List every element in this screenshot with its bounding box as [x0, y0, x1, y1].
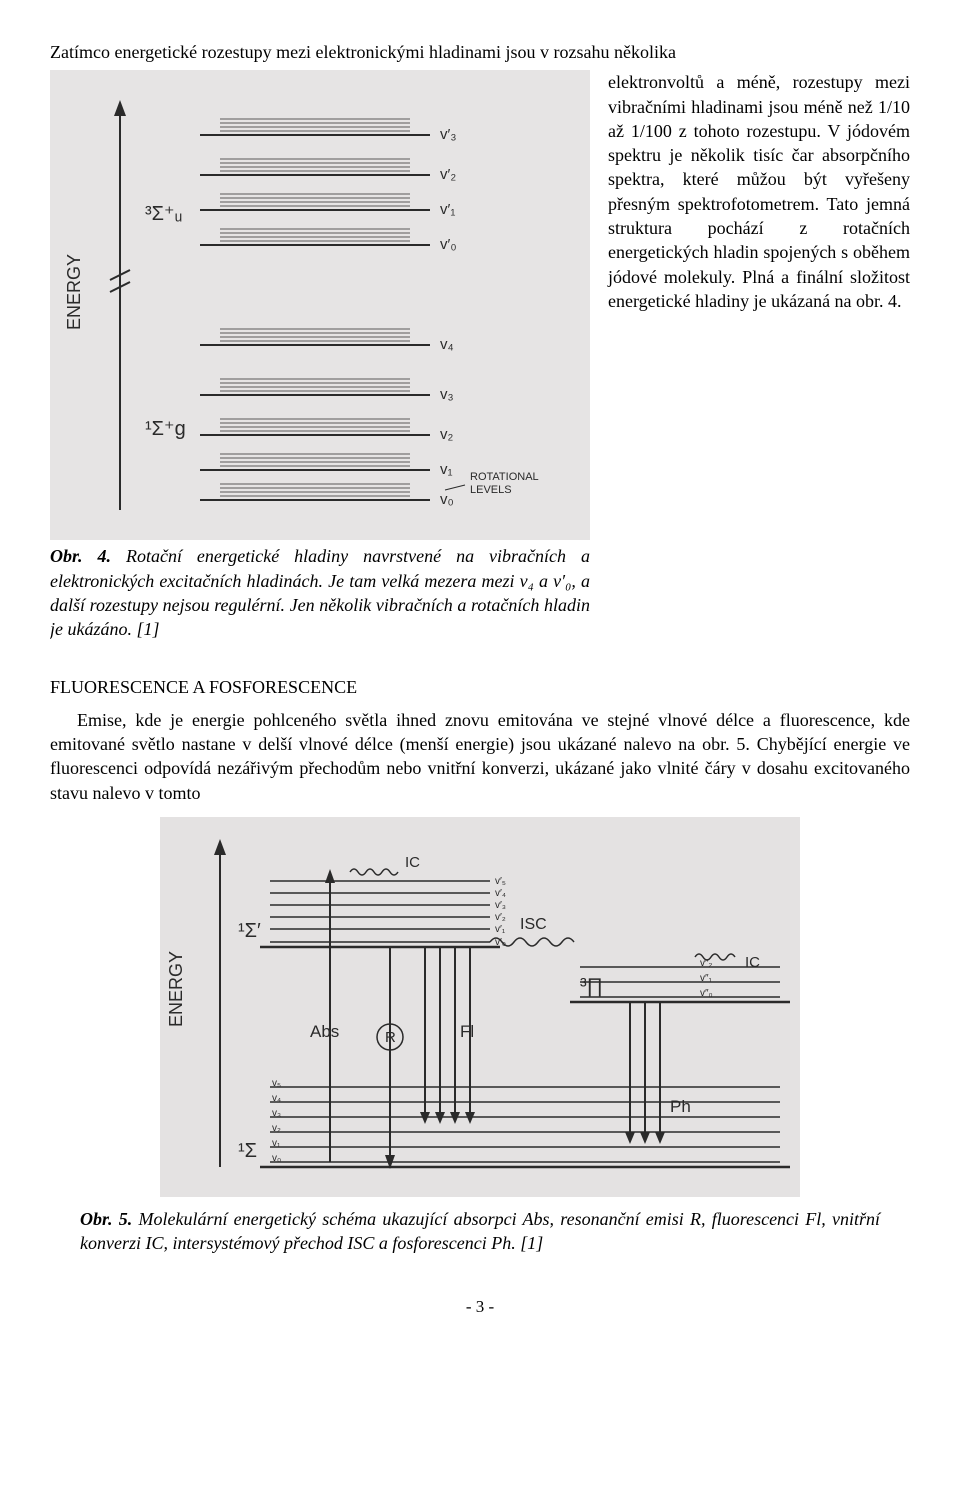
fig5-s1-label: ¹Σ′ [238, 920, 261, 942]
fig4-lower-state: ¹Σ⁺g [145, 418, 186, 440]
svg-text:v′₃: v′₃ [440, 126, 456, 143]
right-column-text: elektronvoltů a méně, rozestupy mezi vib… [608, 72, 910, 311]
section-heading: FLUORESCENCE A FOSFORESCENCE [50, 675, 910, 699]
svg-text:v′₃: v′₃ [495, 900, 506, 911]
svg-text:v′₄: v′₄ [495, 888, 506, 899]
fig5-fl: Fl [460, 1022, 474, 1041]
fig5-s0-label: ¹Σ [238, 1140, 257, 1162]
svg-text:v′₀: v′₀ [440, 236, 457, 253]
fig4-upper-state: ³Σ⁺ᵤ [145, 203, 182, 225]
svg-text:v′₂: v′₂ [440, 166, 456, 183]
fig5-ph-arrows [625, 1002, 665, 1144]
figure-5-caption-text: Molekulární energetický schéma ukazující… [80, 1209, 880, 1253]
svg-text:v′₅: v′₅ [495, 876, 506, 887]
svg-text:v₂: v₂ [272, 1123, 281, 1134]
svg-text:v′₂: v′₂ [495, 912, 506, 923]
svg-text:v₄: v₄ [440, 336, 454, 353]
svg-text:v₅: v₅ [272, 1078, 281, 1089]
figure-4-svg: ENERGY ³Σ⁺ᵤ ¹Σ⁺g v′₀ v′₁ v′₂ v′₃ v₀ v₁ v₂ v₃ v₄… [50, 70, 590, 540]
svg-text:v₀: v₀ [272, 1153, 281, 1164]
svg-text:v″₀: v″₀ [700, 988, 713, 999]
figure-5-caption: Obr. 5. Molekulární energetický schéma u… [80, 1207, 880, 1256]
intro-line: Zatímco energetické rozestupy mezi elekt… [50, 40, 910, 64]
svg-text:v₂: v₂ [440, 426, 454, 443]
figure-4-caption: Obr. 4. Rotační energetické hladiny navr… [50, 544, 590, 641]
fig4-rot-label-1: ROTATIONAL [470, 471, 539, 483]
svg-text:v″₁: v″₁ [700, 973, 713, 984]
fig5-ph: Ph [670, 1097, 691, 1116]
page-number: - 3 - [50, 1296, 910, 1319]
figure4-and-right-text: ENERGY ³Σ⁺ᵤ ¹Σ⁺g v′₀ v′₁ v′₂ v′₃ v₀ v₁ v₂ v₃ v₄… [50, 70, 910, 647]
svg-text:v₁: v₁ [440, 461, 453, 478]
figure-4-caption-text: Rotační energetické hladiny navrstvené n… [50, 546, 590, 639]
fig5-yaxis: ENERGY [166, 951, 186, 1027]
fig5-r: R [385, 1029, 396, 1046]
svg-text:v₃: v₃ [272, 1108, 281, 1119]
fig5-isc: ISC [520, 916, 547, 933]
svg-text:v₁: v₁ [272, 1138, 281, 1149]
fig4-rot-label-2: LEVELS [470, 484, 512, 496]
figure-5-caption-bold: Obr. 5. [80, 1209, 132, 1229]
svg-text:v′₁: v′₁ [495, 924, 506, 935]
fig5-ic2: IC [745, 954, 760, 971]
svg-text:v₄: v₄ [272, 1093, 281, 1104]
svg-text:v₀: v₀ [440, 491, 454, 508]
fig5-t1-label: ³∏ [580, 975, 603, 997]
figure-4: ENERGY ³Σ⁺ᵤ ¹Σ⁺g v′₀ v′₁ v′₂ v′₃ v₀ v₁ v₂ v₃ v₄… [50, 70, 590, 641]
svg-text:v₃: v₃ [440, 386, 454, 403]
fig4-yaxis: ENERGY [64, 254, 84, 330]
figure-5: ENERGY v′₀v′₁v′₂v′₃v′₄v′₅ ¹Σ′ v₀v₁v₂v₃v₄… [50, 817, 910, 1197]
figure-4-caption-bold: Obr. 4. [50, 546, 111, 566]
svg-text:v′₁: v′₁ [440, 201, 455, 218]
paragraph-2: Emise, kde je energie pohlceného světla … [50, 708, 910, 805]
fig5-abs: Abs [310, 1022, 339, 1041]
figure-5-svg: ENERGY v′₀v′₁v′₂v′₃v′₄v′₅ ¹Σ′ v₀v₁v₂v₃v₄… [160, 817, 800, 1197]
fig5-ic1: IC [405, 854, 420, 871]
